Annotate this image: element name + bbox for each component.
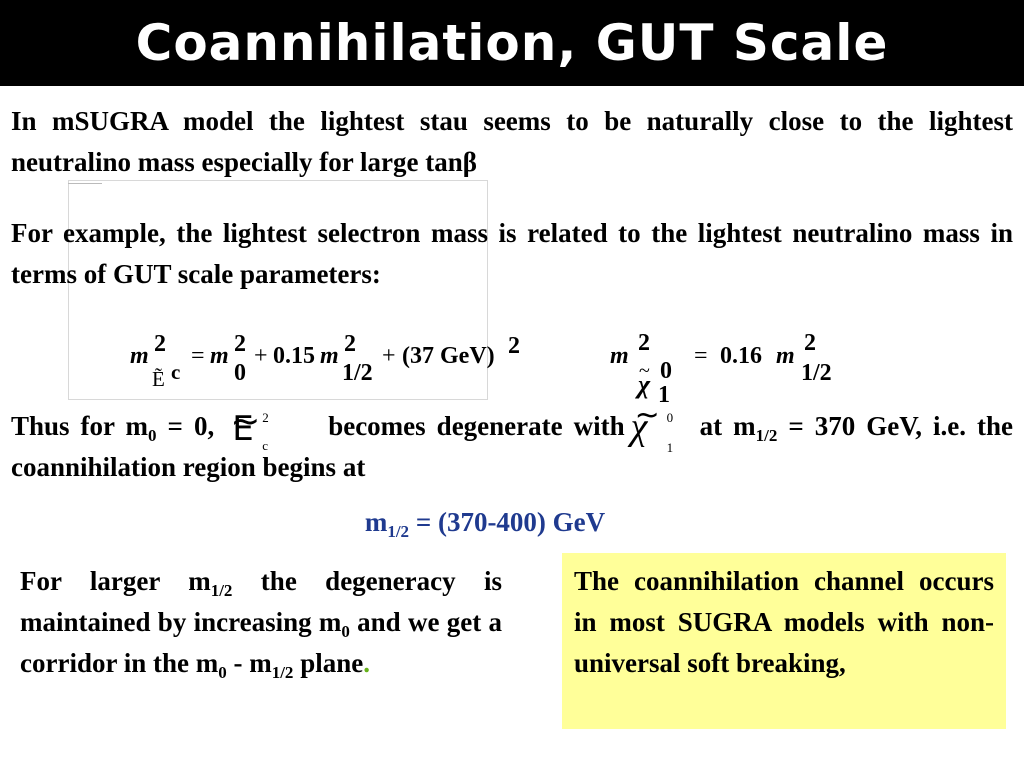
formula-coef: 0.16 (720, 343, 762, 369)
degeneracy-paragraph: Thus for m0 = 0, ~ E 2 c becomes degenerate w… (11, 398, 1014, 488)
selectron-symbol: ~ E 2 c (228, 401, 288, 453)
corridor-sub-c: 0 (218, 663, 227, 682)
degeneracy-text-1: Thus for m (11, 411, 149, 441)
formula-m: m (610, 343, 629, 369)
chi-symbol: χ (638, 370, 651, 399)
tilde-mark: ~ (230, 401, 261, 442)
corridor-text-a: For larger m (20, 566, 211, 596)
highlight-text: The coannihilation channel occurs in mos… (574, 566, 994, 678)
formula-plus-1: + (254, 343, 268, 369)
corridor-sub-b: 0 (341, 622, 350, 641)
example-paragraph: For example, the lightest selectron mass… (11, 218, 1013, 289)
corridor-text-d: - m (226, 648, 272, 678)
formula-square-half: 2 (804, 330, 816, 356)
title-bar: Coannihilation, GUT Scale (0, 0, 1024, 86)
formula-m-half: m (320, 343, 339, 369)
intro-paragraph: In mSUGRA model the lightest stau seems … (11, 101, 1013, 183)
range-m: m (364, 507, 388, 537)
chi-tilde: ~ (639, 360, 650, 382)
formula-plus-2: + (382, 343, 396, 369)
formula-constant: (37 GeV) (402, 343, 495, 369)
neutralino-symbol: ~ χ 0 1 (627, 398, 687, 455)
formula-sub-0: 0 (234, 360, 246, 386)
coannihilation-range: m1/2 = (370-400) GeV (0, 507, 970, 541)
formula-square-half: 2 (344, 331, 356, 357)
selectron-superscript: 2 (262, 410, 269, 425)
green-period: . (363, 648, 370, 678)
frame-tick (68, 183, 102, 184)
formula-square-0: 2 (234, 331, 246, 357)
highlight-box: The coannihilation channel occurs in mos… (562, 553, 1006, 729)
formula-sub-half: 1/2 (342, 360, 373, 386)
degeneracy-text-4: at m (688, 411, 756, 441)
range-sub: 1/2 (387, 522, 410, 541)
range-value: = (370-400) GeV (409, 507, 606, 537)
formula-m: m (130, 343, 149, 369)
chi-subscript: 1 (666, 440, 674, 455)
formula-square: 2 (154, 331, 166, 357)
degeneracy-text-5: = 370 GeV, i.e. the coannihilation regio… (11, 411, 1014, 482)
tilde-mark: ~ (634, 398, 660, 433)
corridor-paragraph: For larger m1/2 the degeneracy is mainta… (20, 561, 502, 684)
image-frame (68, 180, 488, 400)
slide-title: Coannihilation, GUT Scale (135, 14, 889, 72)
selectron-subscript: Ẽ (152, 367, 165, 391)
corridor-sub-a: 1/2 (210, 581, 233, 600)
formula-m-half: m (776, 343, 795, 369)
formula-m0: m (210, 343, 229, 369)
formula-square: 2 (638, 330, 650, 356)
chi-superscript: 0 (660, 358, 672, 384)
corridor-text-e: plane (293, 648, 364, 678)
corridor-text-b: the degeneracy is maintained by increasi… (20, 566, 503, 637)
formula-coef-1: 0.15 (273, 343, 315, 369)
beta-symbol: β (462, 147, 477, 177)
degeneracy-text-2: = 0, (156, 411, 215, 441)
selectron-sub-c: c (171, 360, 181, 384)
chi-superscript: 0 (666, 410, 674, 425)
selectron-letter: E (232, 409, 254, 449)
degeneracy-sub-half: 1/2 (755, 426, 778, 445)
corridor-sub-d: 1/2 (271, 663, 294, 682)
degeneracy-text-3: becomes degenerate with (328, 411, 625, 441)
formula-sub-half: 1/2 (801, 360, 832, 386)
corridor-text-c: and we get a corridor in the m (20, 607, 502, 678)
intro-text: In mSUGRA model the lightest stau seems … (11, 106, 1013, 177)
chi-letter: χ (630, 406, 648, 448)
formula-equals: = (191, 343, 205, 369)
formula-constant-square: 2 (508, 333, 520, 359)
degeneracy-sub-0: 0 (148, 426, 157, 445)
chi-subscript: 1 (658, 382, 670, 408)
formula-equals: = (694, 343, 708, 369)
selectron-subscript: c (262, 438, 268, 453)
